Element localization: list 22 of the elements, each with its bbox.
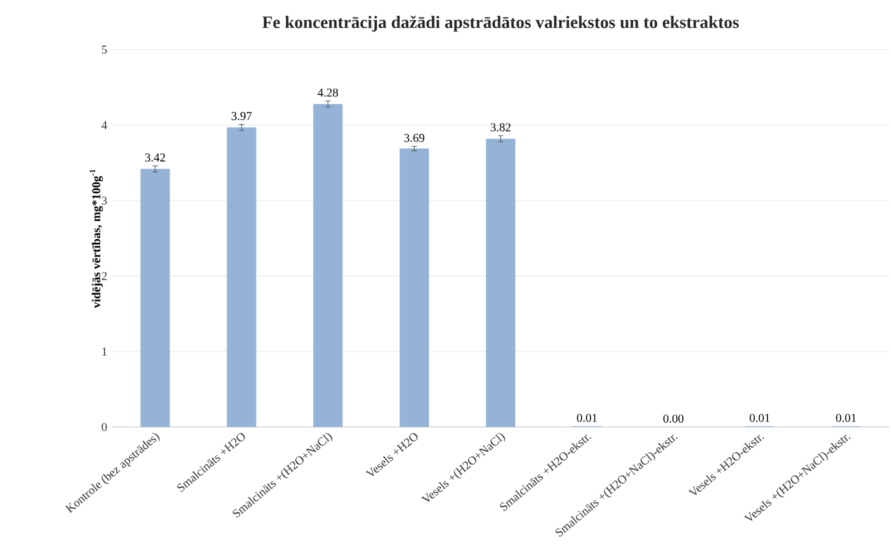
y-tick-label: 1 — [102, 348, 107, 356]
y-tick-label: 4 — [102, 121, 108, 130]
data-label: 0.00 — [663, 414, 684, 423]
data-label: 4.28 — [318, 88, 338, 97]
data-label: 3.82 — [490, 123, 510, 132]
data-label: 0.01 — [750, 414, 770, 422]
bar — [313, 104, 343, 427]
y-tick-label: 2 — [102, 272, 107, 280]
bar — [140, 168, 170, 427]
y-tick-label: 0 — [102, 422, 107, 432]
data-label: 3.42 — [145, 154, 166, 162]
data-label: 0.01 — [836, 414, 856, 422]
data-label: 3.69 — [404, 134, 424, 142]
bar — [486, 138, 516, 427]
data-label: 0.01 — [576, 414, 597, 422]
chart-title: Fe koncentrācija dažādi apstrādātos valriekstos un to ekstraktos — [262, 16, 739, 32]
bar — [400, 148, 429, 427]
y-tick-label: 5 — [102, 46, 107, 54]
data-label: 3.97 — [232, 112, 252, 120]
y-tick-label: 3 — [102, 196, 107, 205]
y-axis-title: vidējās vērtības, mg*100g$^{-1}$ — [90, 170, 103, 308]
bar — [226, 127, 256, 427]
